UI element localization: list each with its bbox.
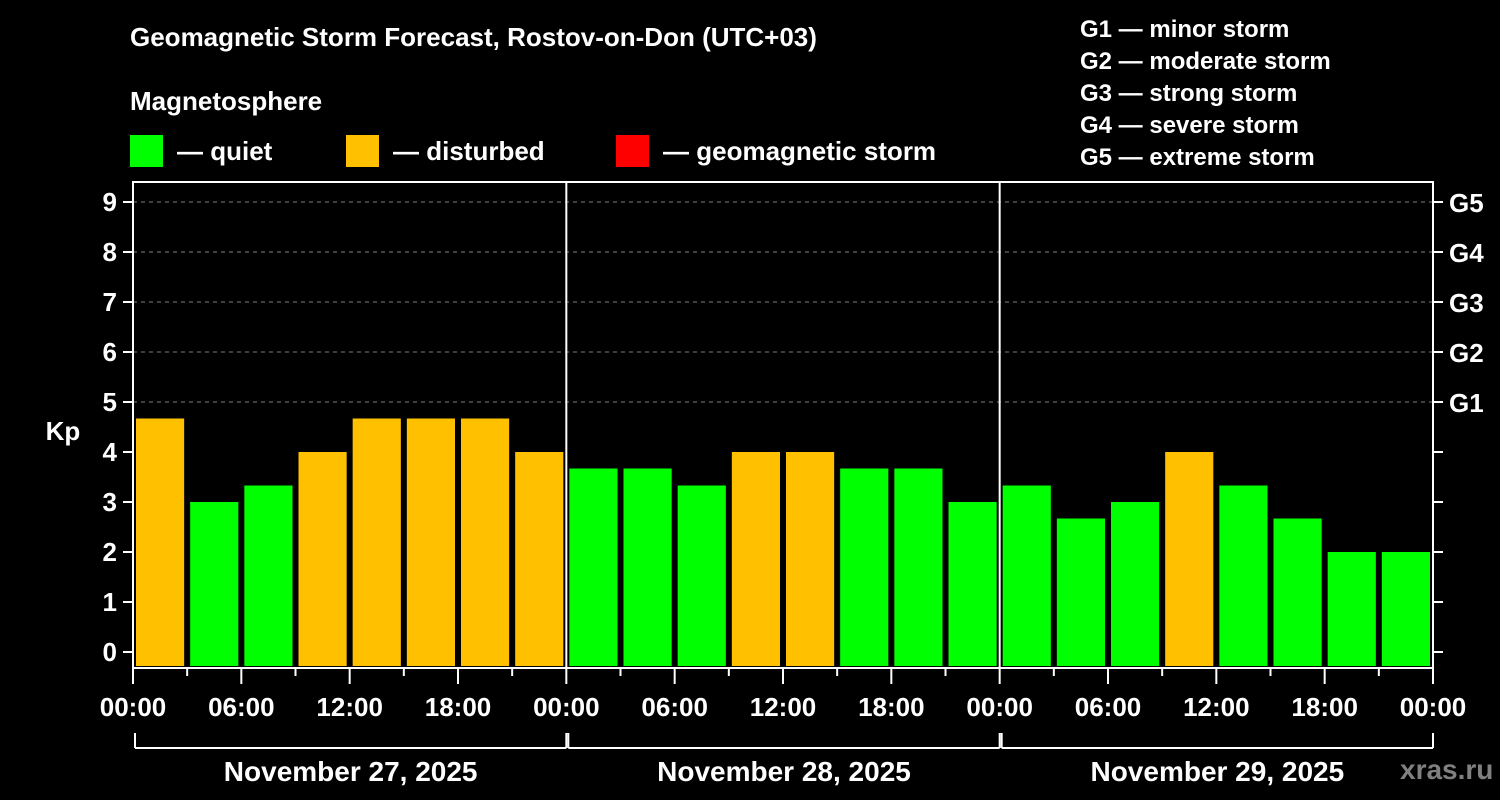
legend-heading: Magnetosphere (130, 86, 323, 116)
storm-swatch-icon (616, 135, 649, 167)
kp-bar (569, 468, 618, 666)
legend-label-storm: — geomagnetic storm (663, 135, 937, 166)
kp-bar (1219, 485, 1268, 666)
x-tick-label: 00:00 (1400, 692, 1467, 722)
x-tick-label: 06:00 (641, 692, 708, 722)
date-label: November 28, 2025 (657, 756, 911, 787)
kp-bar (1273, 518, 1322, 666)
g-scale-label: G1 (1449, 388, 1484, 418)
g-scale-item: G5 — extreme storm (1080, 144, 1315, 171)
y-tick-label: 1 (103, 587, 117, 617)
x-tick-label: 18:00 (858, 692, 925, 722)
x-tick-label: 06:00 (208, 692, 275, 722)
g-scale-item: G4 — severe storm (1080, 112, 1299, 139)
kp-bar (1111, 502, 1160, 666)
kp-bar (840, 468, 889, 666)
kp-bar (677, 485, 726, 666)
y-tick-label: 7 (103, 287, 117, 317)
kp-bar (1002, 485, 1051, 666)
kp-bar (461, 418, 510, 666)
g-scale-legend: G1 — minor storm G2 — moderate storm G3 … (1080, 14, 1331, 174)
x-tick-label: 18:00 (425, 692, 492, 722)
g-scale-label: G2 (1449, 338, 1484, 368)
x-tick-label: 00:00 (100, 692, 167, 722)
legend-item-quiet: — quiet (130, 134, 272, 168)
y-axis-label: Kp (46, 416, 81, 446)
kp-bar (298, 452, 347, 666)
kp-bar (1165, 452, 1214, 666)
g-scale-item: G1 — minor storm (1080, 16, 1290, 43)
y-tick-label: 3 (103, 487, 117, 517)
kp-bar (623, 468, 672, 666)
x-tick-label: 12:00 (316, 692, 383, 722)
g-scale-label: G3 (1449, 288, 1484, 318)
quiet-swatch-icon (130, 135, 163, 167)
y-tick-label: 0 (103, 637, 117, 667)
chart-title: Geomagnetic Storm Forecast, Rostov-on-Do… (130, 22, 817, 52)
kp-bar (894, 468, 943, 666)
g-scale-item: G2 — moderate storm (1080, 48, 1331, 75)
kp-bar (731, 452, 780, 666)
legend-item-storm: — geomagnetic storm (616, 134, 936, 168)
g-scale-item: G3 — strong storm (1080, 80, 1298, 107)
y-tick-label: 5 (103, 387, 117, 417)
date-label: November 27, 2025 (224, 756, 478, 787)
kp-bar (515, 452, 564, 666)
kp-bar (948, 502, 997, 666)
kp-bar (136, 418, 185, 666)
x-tick-label: 00:00 (533, 692, 600, 722)
disturbed-swatch-icon (346, 135, 379, 167)
x-tick-label: 06:00 (1075, 692, 1142, 722)
y-tick-label: 2 (103, 537, 117, 567)
kp-bar (1327, 552, 1376, 666)
kp-bar (352, 418, 401, 666)
legend-item-disturbed: — disturbed (346, 134, 545, 168)
kp-bar (406, 418, 455, 666)
legend-label-quiet: — quiet (177, 135, 273, 166)
legend-label-disturbed: — disturbed (393, 135, 545, 166)
x-tick-label: 12:00 (750, 692, 817, 722)
kp-bar (786, 452, 835, 666)
y-tick-label: 4 (103, 437, 118, 467)
watermark: xras.ru (1400, 754, 1494, 785)
y-tick-label: 6 (103, 337, 117, 367)
g-scale-label: G4 (1449, 238, 1484, 268)
x-tick-label: 00:00 (966, 692, 1033, 722)
kp-bar (1381, 552, 1430, 666)
g-scale-label: G5 (1449, 188, 1484, 218)
kp-bar (1056, 518, 1105, 666)
y-tick-label: 8 (103, 237, 117, 267)
x-tick-label: 18:00 (1291, 692, 1358, 722)
date-label: November 29, 2025 (1090, 756, 1344, 787)
x-tick-label: 12:00 (1183, 692, 1250, 722)
y-tick-label: 9 (103, 187, 117, 217)
kp-bar (244, 485, 293, 666)
kp-bar (190, 502, 239, 666)
